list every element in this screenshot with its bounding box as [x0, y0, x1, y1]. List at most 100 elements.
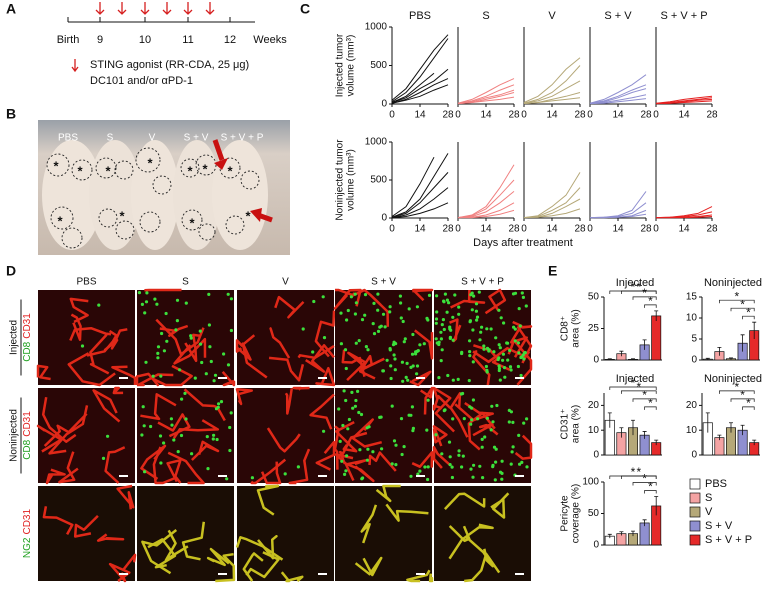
axis — [589, 142, 646, 219]
cell — [492, 350, 496, 354]
sig-bracket — [632, 398, 657, 402]
vessel — [155, 318, 205, 356]
cell — [503, 375, 507, 379]
photo-star: * — [189, 215, 195, 230]
cell — [381, 369, 385, 373]
sig-star: * — [648, 480, 653, 494]
cell — [160, 331, 164, 336]
vessel — [516, 325, 533, 364]
cell — [80, 344, 85, 348]
vessel — [159, 324, 189, 337]
scale-bar — [119, 475, 128, 477]
panel-label: A — [6, 1, 16, 17]
vessel — [67, 352, 116, 387]
vessel — [284, 388, 294, 415]
cell — [200, 360, 204, 365]
cell — [366, 348, 370, 352]
tumor-curve — [391, 153, 449, 218]
cell — [485, 346, 490, 350]
cell — [394, 463, 398, 467]
chart-title: Injected — [616, 277, 655, 289]
micrograph — [38, 484, 137, 583]
cell — [354, 341, 358, 345]
vessel — [250, 458, 287, 485]
cell — [376, 292, 380, 296]
vessel — [358, 354, 376, 380]
x-tick-label: 14 — [612, 224, 624, 235]
vessel — [280, 571, 304, 583]
cell — [439, 330, 443, 334]
cell — [155, 302, 159, 306]
error-bar — [740, 334, 745, 352]
microscopy-row-label: NG2 CD31 — [22, 509, 33, 559]
micrograph-bg — [335, 486, 432, 581]
cell — [346, 308, 350, 313]
cell — [426, 398, 430, 402]
cell — [137, 291, 141, 295]
photo-star: * — [227, 163, 233, 178]
cell — [349, 295, 353, 299]
cell — [337, 407, 341, 411]
cell — [394, 342, 398, 346]
cell — [471, 360, 475, 364]
cell — [344, 366, 348, 371]
vessel — [351, 418, 383, 448]
tumor-curve — [589, 98, 647, 105]
photo-group-label: S + V — [184, 133, 209, 144]
cell — [190, 452, 194, 456]
cell — [366, 447, 370, 451]
tumor-curve — [523, 80, 581, 104]
cell — [440, 348, 444, 352]
sig-star: * — [642, 472, 647, 486]
cell — [474, 302, 479, 306]
sig-bracket — [742, 315, 755, 320]
timeline-legend: DC101 and/or αPD-1 — [90, 75, 193, 87]
tumor-curve — [655, 100, 713, 105]
cell — [511, 445, 515, 449]
cell — [339, 342, 343, 346]
cell — [159, 461, 163, 465]
tumor-curve — [391, 84, 449, 104]
cell — [353, 404, 357, 408]
cell — [385, 358, 389, 362]
cell — [345, 454, 349, 458]
cell — [250, 476, 254, 480]
tumor-curve — [589, 88, 647, 105]
y-axis-label-line: area (%) — [570, 309, 581, 347]
sig-bracket — [719, 299, 755, 304]
vessel — [344, 462, 375, 483]
cell — [461, 454, 465, 458]
x-tick-label: 0 — [587, 224, 593, 235]
y-tick-label: 20 — [686, 400, 698, 411]
cell — [228, 425, 232, 430]
sig-bracket — [719, 390, 755, 394]
cell — [491, 465, 495, 469]
error-bar — [642, 519, 647, 527]
cell — [162, 349, 166, 353]
bar — [714, 437, 725, 456]
micrograph — [333, 288, 434, 387]
vessel — [235, 388, 253, 406]
cell — [469, 293, 473, 297]
cell — [484, 364, 488, 369]
micrograph — [36, 386, 135, 485]
vessel — [122, 553, 137, 571]
cell — [480, 445, 484, 449]
scale-bar — [318, 377, 327, 379]
legend-swatch — [689, 534, 701, 546]
cell — [156, 345, 161, 349]
panel-label: E — [548, 263, 557, 279]
tumor-curve — [523, 65, 581, 104]
cell — [451, 338, 455, 342]
cell — [480, 437, 484, 441]
y-tick-label: 0 — [593, 540, 599, 551]
cell — [215, 437, 219, 442]
vessel — [166, 458, 182, 484]
cell — [364, 345, 368, 349]
cell — [456, 377, 460, 381]
cell — [472, 294, 476, 298]
error-bar — [729, 422, 733, 433]
cell — [448, 455, 452, 459]
cell — [447, 301, 451, 305]
cell — [441, 318, 445, 322]
